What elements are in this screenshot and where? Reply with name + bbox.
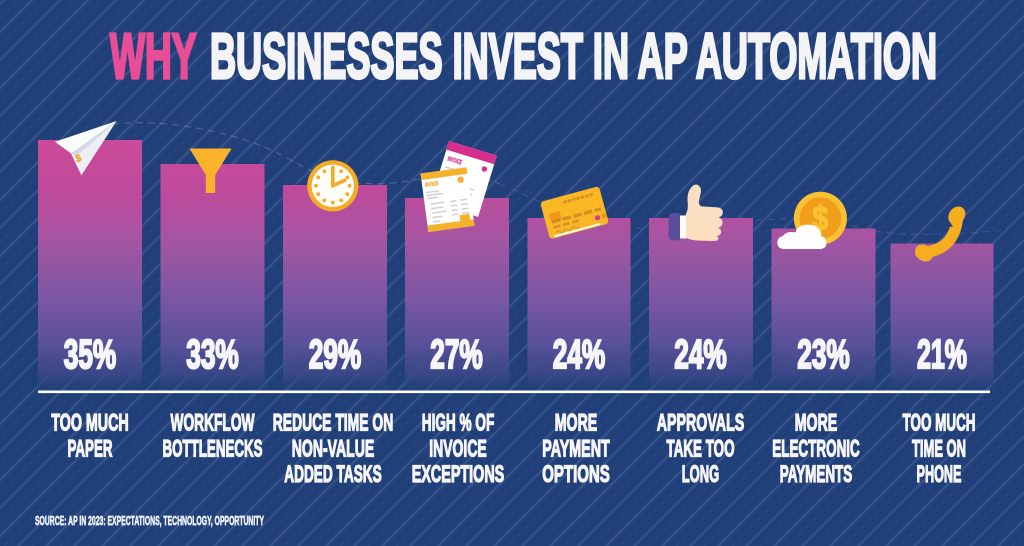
svg-text:PAYMENT: PAYMENT (542, 435, 610, 462)
svg-text:MORE: MORE (795, 410, 838, 437)
svg-text:33%: 33% (186, 331, 239, 377)
svg-text:29%: 29% (309, 331, 362, 377)
svg-text:OPTIONS: OPTIONS (542, 461, 610, 488)
svg-text:WHY: WHY (110, 20, 197, 92)
svg-text:$: $ (74, 153, 83, 165)
svg-text:PHONE: PHONE (917, 461, 962, 488)
svg-text:PAYMENTS: PAYMENTS (780, 461, 853, 488)
svg-text:24%: 24% (553, 331, 606, 377)
svg-text:21%: 21% (917, 331, 967, 377)
svg-text:35%: 35% (64, 331, 117, 377)
svg-text:27%: 27% (430, 331, 483, 377)
svg-text:MORE: MORE (555, 410, 598, 437)
svg-text:TAKE TOO: TAKE TOO (667, 435, 735, 462)
svg-text:APPROVALS: APPROVALS (657, 410, 745, 437)
svg-text:BOTTLENECKS: BOTTLENECKS (163, 435, 263, 462)
svg-text:REDUCE TIME ON: REDUCE TIME ON (273, 410, 394, 437)
svg-text:LONG: LONG (682, 461, 720, 488)
svg-text:NON-VALUE: NON-VALUE (292, 435, 375, 462)
svg-text:HIGH % OF: HIGH % OF (422, 410, 495, 437)
svg-text:EXCEPTIONS: EXCEPTIONS (412, 461, 505, 488)
svg-text:WORKFLOW: WORKFLOW (171, 410, 255, 437)
svg-text:PAPER: PAPER (68, 435, 113, 462)
svg-text:INVOICE: INVOICE (429, 435, 487, 462)
svg-text:ELECTRONIC: ELECTRONIC (772, 435, 860, 462)
svg-text:INVOICE: INVOICE (425, 181, 439, 189)
svg-text:ADDED TASKS: ADDED TASKS (284, 461, 382, 488)
svg-text:24%: 24% (674, 331, 727, 377)
svg-text:TOO MUCH: TOO MUCH (51, 410, 129, 437)
svg-text:23%: 23% (797, 331, 850, 377)
svg-text:SOURCE: AP IN 2023: EXPECTATIO: SOURCE: AP IN 2023: EXPECTATIONS, TECHNO… (35, 513, 264, 528)
svg-text:TOO MUCH: TOO MUCH (903, 410, 976, 437)
svg-text:INVOICE: INVOICE (447, 156, 463, 167)
svg-text:BUSINESSES INVEST IN AP AUTOMA: BUSINESSES INVEST IN AP AUTOMATION (210, 20, 937, 92)
svg-text:TIME ON: TIME ON (912, 435, 966, 462)
